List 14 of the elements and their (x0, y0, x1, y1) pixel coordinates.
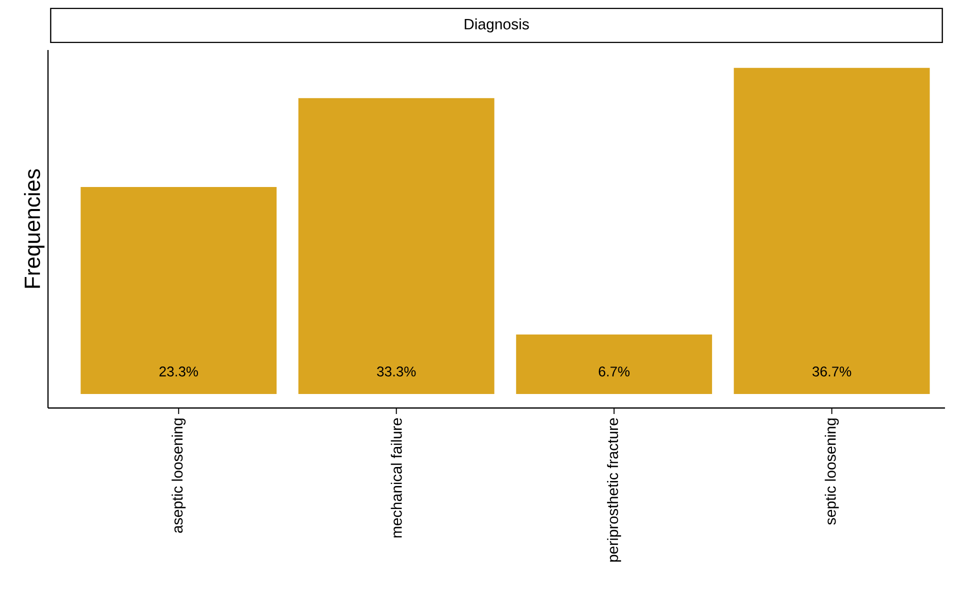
bar (298, 98, 494, 394)
chart-title: Diagnosis (464, 18, 529, 32)
bar (734, 68, 930, 394)
data-label: 36.7% (812, 366, 852, 376)
data-label: 23.3% (159, 366, 198, 376)
x-tick-label: aseptic loosening (172, 418, 186, 533)
x-tick-label: mechanical failure (390, 418, 402, 538)
data-label: 33.3% (377, 366, 416, 376)
x-tick-label: periprosthetic fracture (607, 418, 622, 562)
data-label: 6.7% (598, 366, 630, 376)
bar (80, 186, 277, 394)
bar (516, 334, 712, 394)
x-tick-label: septic loosening (824, 418, 839, 525)
y-axis-title: Frequencies (24, 169, 44, 288)
